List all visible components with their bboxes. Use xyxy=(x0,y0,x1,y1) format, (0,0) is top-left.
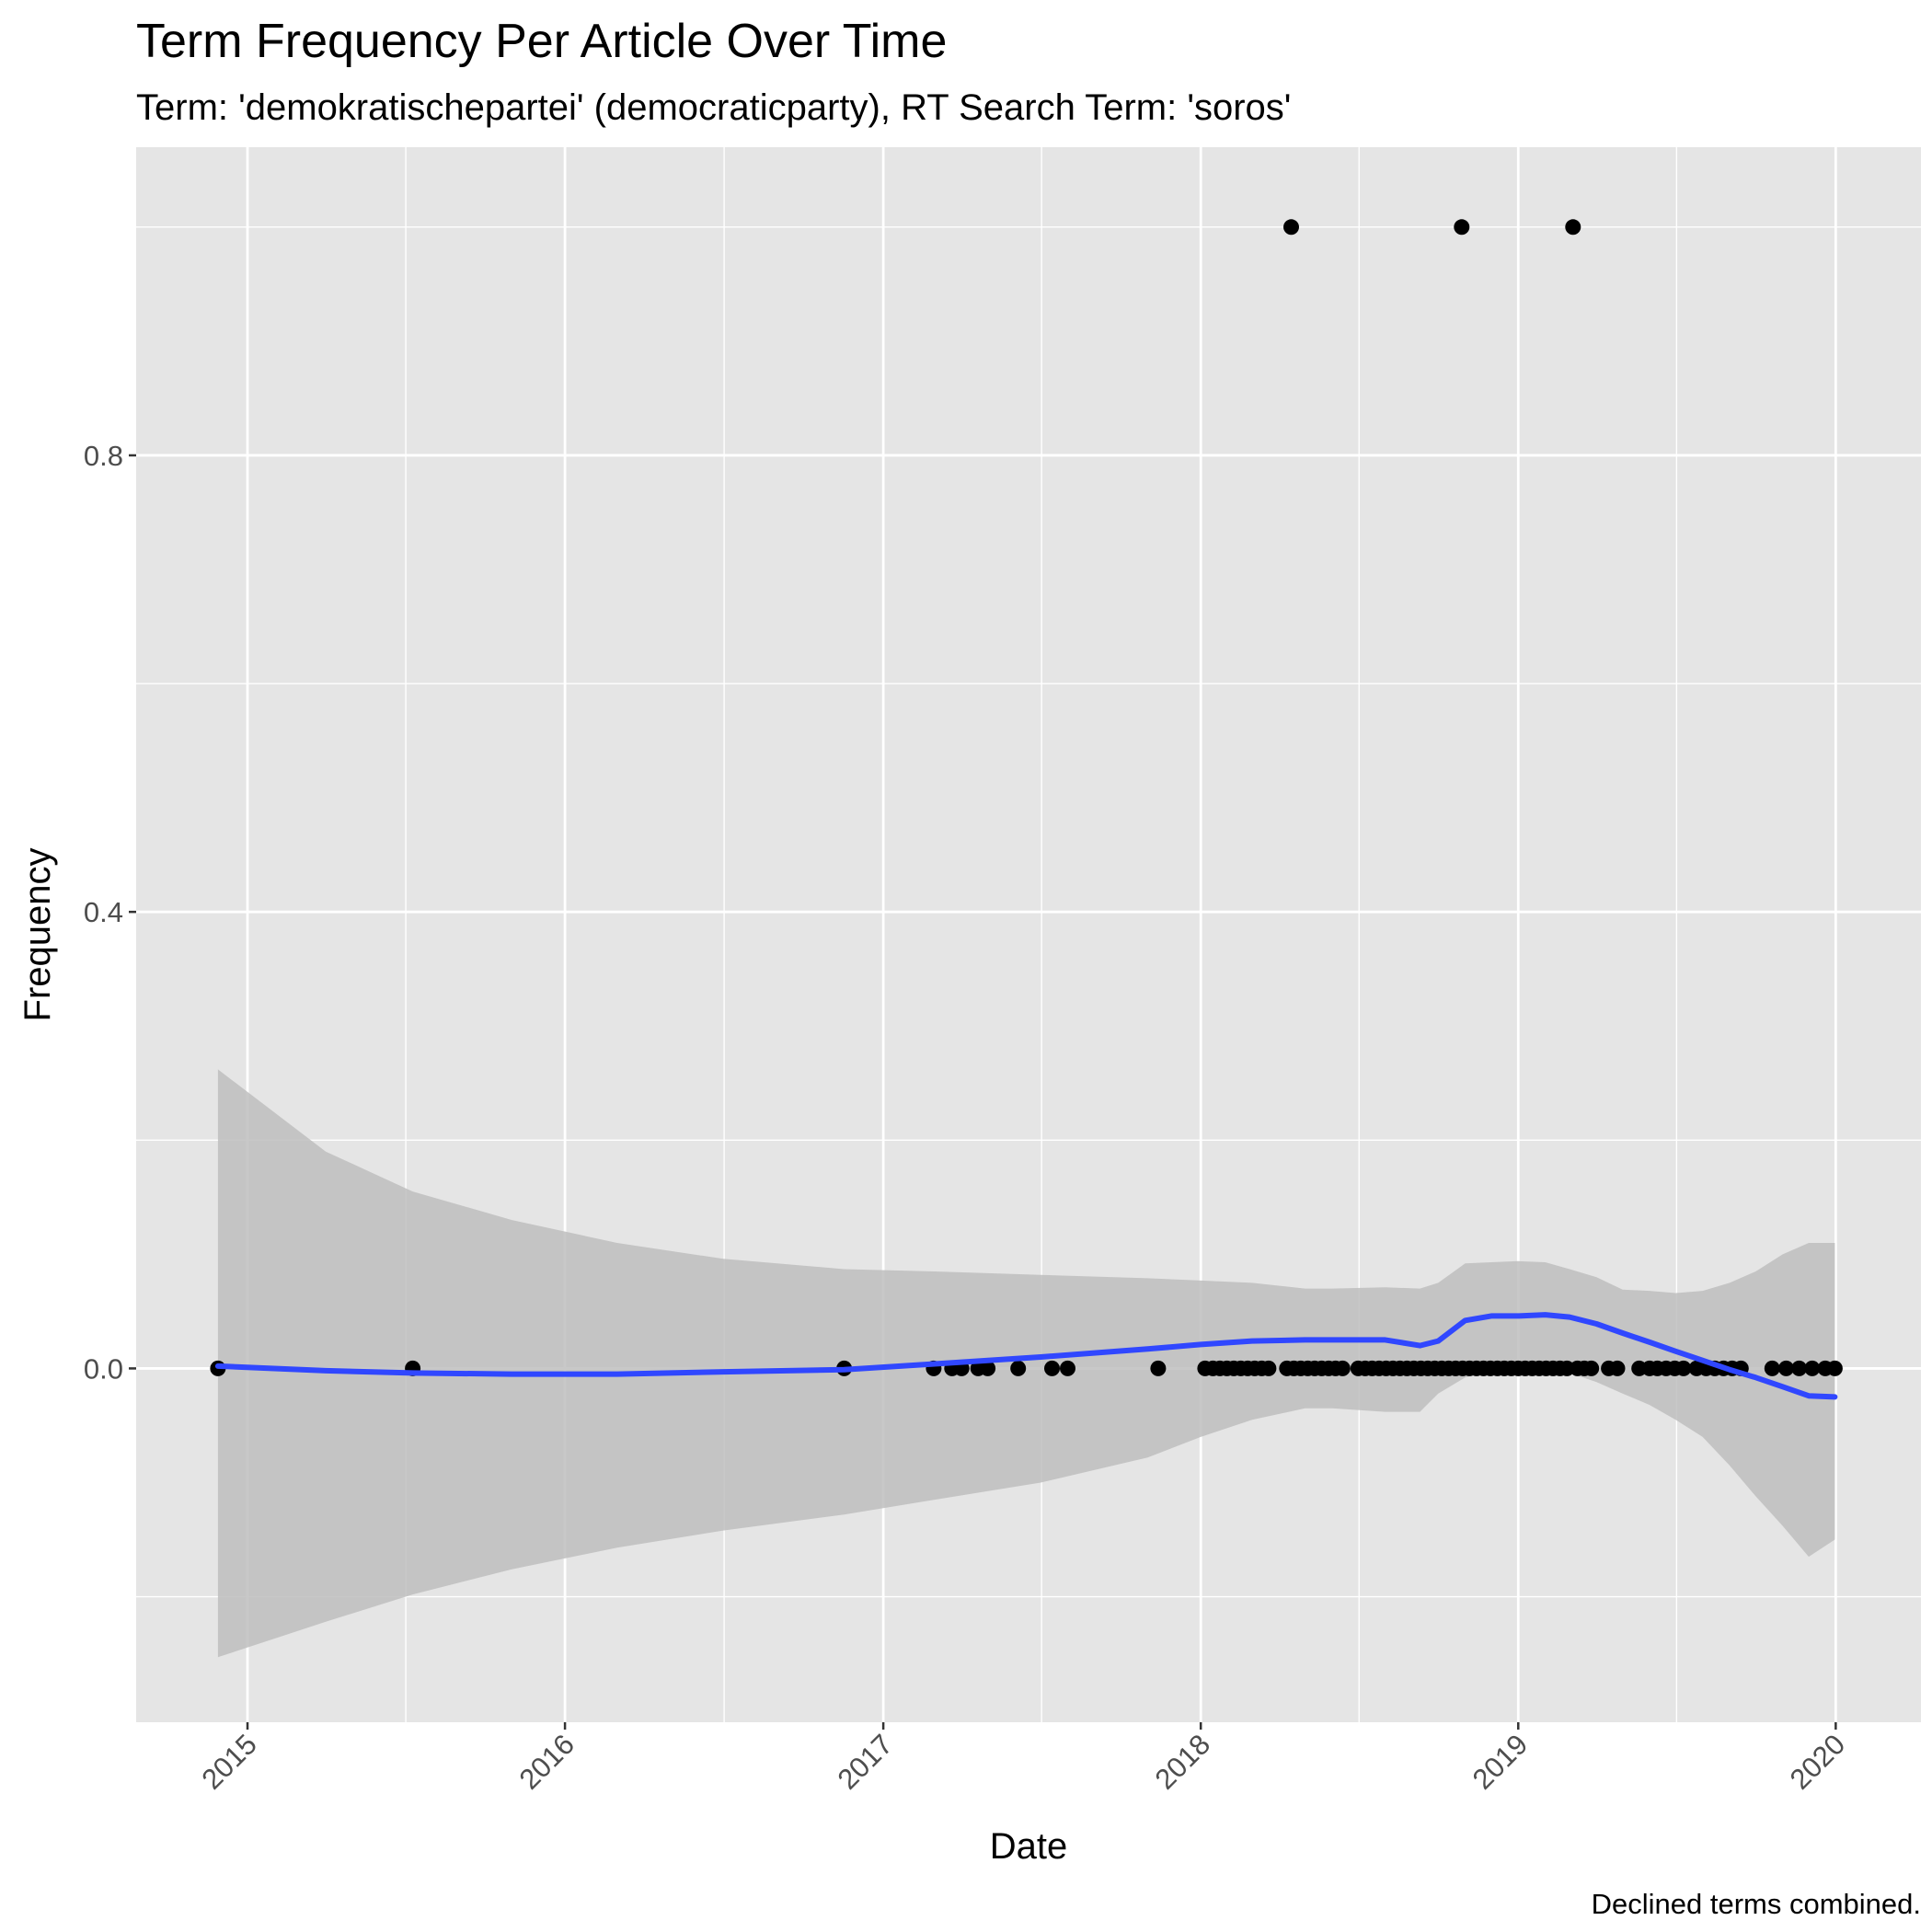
y-tick-label: 0.4 xyxy=(84,896,123,928)
data-point xyxy=(1675,1360,1692,1376)
y-axis: 0.0 0.4 0.8 xyxy=(84,440,136,1385)
data-point xyxy=(1334,1360,1351,1376)
x-axis-title: Date xyxy=(990,1826,1068,1867)
x-tick-label: 2016 xyxy=(513,1728,581,1796)
y-tick-label: 0.8 xyxy=(84,440,123,472)
confidence-band xyxy=(217,1069,1835,1658)
data-point xyxy=(980,1360,996,1376)
caption: Declined terms combined. xyxy=(1592,1888,1921,1920)
data-point xyxy=(1804,1360,1821,1376)
confidence-band-layer xyxy=(217,1069,1835,1658)
data-point xyxy=(1150,1360,1167,1376)
data-point xyxy=(1609,1360,1626,1376)
data-point xyxy=(1044,1360,1060,1376)
data-point xyxy=(1454,219,1470,236)
smooth-line-layer xyxy=(214,1312,1838,1400)
x-axis: 2015 2016 2017 2018 2019 2020 xyxy=(195,1722,1851,1796)
data-point xyxy=(1283,219,1299,236)
data-point xyxy=(1565,219,1581,236)
data-point xyxy=(1826,1360,1843,1376)
data-point xyxy=(1764,1360,1780,1376)
chart-title: Term Frequency Per Article Over Time xyxy=(136,15,947,68)
data-point xyxy=(1791,1360,1808,1376)
data-point xyxy=(1010,1360,1027,1376)
y-tick-label: 0.0 xyxy=(84,1352,123,1385)
data-point xyxy=(1778,1360,1794,1376)
data-point xyxy=(1060,1360,1075,1376)
y-axis-title: Frequency xyxy=(17,848,58,1022)
x-tick-label: 2017 xyxy=(832,1728,900,1796)
x-tick-label: 2018 xyxy=(1149,1728,1217,1796)
x-tick-label: 2019 xyxy=(1466,1728,1535,1796)
x-tick-label: 2020 xyxy=(1784,1728,1852,1796)
x-tick-label: 2015 xyxy=(195,1728,263,1796)
chart-subtitle: Term: 'demokratischepartei' (democraticp… xyxy=(136,87,1291,128)
data-point xyxy=(1260,1360,1277,1376)
smooth-line xyxy=(214,1312,1838,1400)
data-point xyxy=(1583,1360,1600,1376)
